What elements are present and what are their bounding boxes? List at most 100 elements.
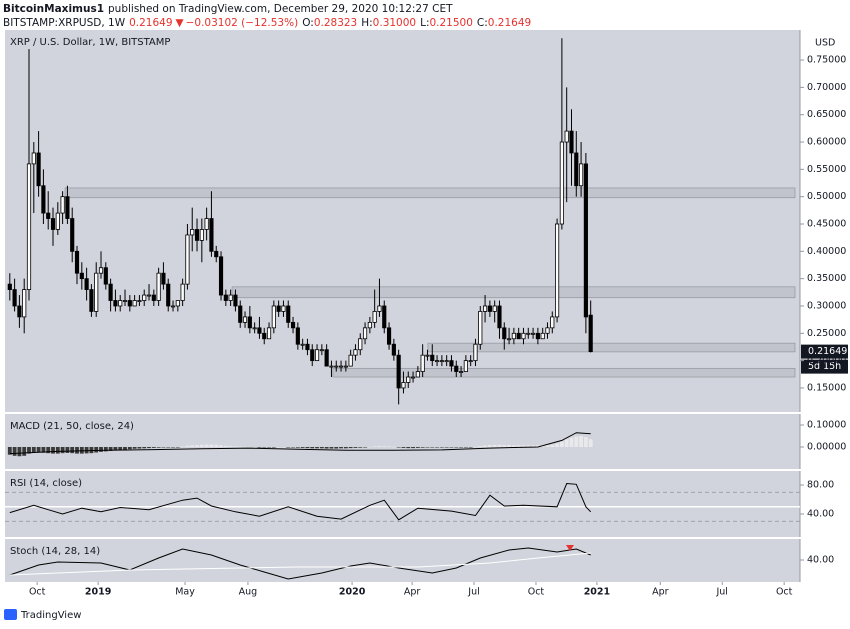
- x-tick-label: 2019: [85, 587, 111, 598]
- candle-body: [166, 283, 171, 307]
- histogram-bar: [147, 447, 151, 449]
- histogram-bar: [75, 447, 79, 454]
- histogram-bar: [300, 447, 305, 448]
- candle-body: [391, 343, 396, 356]
- histogram-bar: [99, 447, 103, 452]
- histogram-bar: [324, 447, 329, 449]
- histogram-bar: [420, 447, 425, 448]
- candle-body: [401, 382, 406, 389]
- histogram-bar: [377, 446, 382, 447]
- histogram-bar: [252, 447, 257, 448]
- panel-background: [5, 471, 800, 537]
- histogram-bar: [118, 447, 123, 451]
- close-label: C:: [477, 17, 488, 29]
- histogram-bar: [435, 447, 439, 448]
- candle-body: [286, 305, 291, 323]
- open-label: O:: [302, 17, 314, 29]
- histogram-bar: [449, 447, 454, 448]
- histogram-bar: [526, 445, 531, 447]
- histogram-bar: [108, 447, 113, 451]
- countdown-label: 5d 15h: [808, 361, 841, 372]
- histogram-bar: [497, 444, 502, 447]
- candle-body: [314, 349, 320, 362]
- candle-body: [319, 349, 324, 352]
- panel-background: [5, 414, 800, 469]
- candle-body: [46, 212, 51, 219]
- histogram-bar: [171, 447, 175, 448]
- candle-body: [271, 305, 276, 329]
- x-tick-label: Apr: [652, 587, 669, 598]
- y-axis-label: USD: [815, 38, 835, 49]
- zone: [332, 367, 796, 378]
- histogram-bar: [463, 447, 468, 448]
- close-value: 0.21649: [488, 17, 531, 29]
- histogram-bar: [411, 447, 415, 449]
- zone: [231, 286, 796, 299]
- histogram-bar: [123, 447, 127, 450]
- histogram-bar: [79, 447, 84, 454]
- price-badge-label: 0.21649: [808, 346, 847, 357]
- histogram-bar: [156, 447, 161, 448]
- histogram-bar: [151, 447, 156, 448]
- histogram-bar: [339, 447, 343, 449]
- histogram-bar: [535, 445, 540, 447]
- histogram-bar: [343, 447, 348, 449]
- histogram-bar: [574, 436, 579, 447]
- histogram-bar: [219, 445, 223, 447]
- candle-body: [132, 300, 137, 307]
- histogram-bar: [559, 441, 564, 447]
- candle-body: [127, 300, 132, 307]
- candle-body: [199, 229, 204, 241]
- candle-body: [247, 316, 252, 329]
- histogram-bar: [391, 446, 396, 448]
- candle-body: [305, 343, 310, 351]
- candle-body: [382, 305, 387, 329]
- histogram-bar: [247, 446, 252, 448]
- candle-body: [31, 152, 36, 165]
- candle-body: [526, 332, 531, 335]
- panel-title: XRP / U.S. Dollar, 1W, BITSTAMP: [10, 37, 170, 48]
- y-tick-label: 0.10000: [807, 420, 846, 431]
- candle-body: [310, 349, 315, 362]
- candle-body: [343, 365, 348, 368]
- candle-body: [238, 305, 243, 323]
- candle-body: [175, 300, 180, 307]
- time-axis-background: [0, 582, 850, 600]
- footer-logo: TradingView: [4, 609, 81, 621]
- candle-body: [74, 250, 80, 274]
- y-tick-label: 0.65000: [807, 109, 846, 120]
- candle-body: [41, 185, 46, 214]
- histogram-bar: [214, 444, 219, 447]
- candle-body: [161, 272, 166, 285]
- histogram-bar: [444, 447, 449, 448]
- candle-body: [430, 354, 435, 362]
- x-tick-label: Jul: [467, 587, 479, 598]
- histogram-bar: [41, 447, 46, 453]
- histogram-bar: [94, 447, 99, 453]
- logo-text: TradingView: [20, 610, 81, 621]
- candle-body: [103, 267, 108, 285]
- candle-body: [535, 332, 540, 340]
- histogram-bar: [286, 447, 291, 448]
- countdown-badge: [801, 359, 848, 374]
- histogram-bar: [531, 445, 535, 447]
- histogram-bar: [382, 446, 387, 447]
- histogram-bar: [507, 445, 511, 447]
- candle-body: [276, 305, 281, 312]
- histogram-bar: [478, 446, 483, 447]
- candle-body: [579, 163, 584, 187]
- author: BitcoinMaximus1: [3, 3, 104, 15]
- zone: [427, 342, 796, 353]
- candle-body: [94, 272, 99, 312]
- histogram-bar: [492, 444, 497, 447]
- x-tick-label: May: [175, 587, 195, 598]
- candle-body: [118, 300, 123, 307]
- candle-body: [98, 267, 104, 274]
- candle-body: [358, 338, 363, 351]
- candle-body: [70, 218, 75, 252]
- candle-body: [108, 283, 113, 301]
- candle-body: [353, 349, 358, 356]
- histogram-bar: [473, 446, 478, 448]
- candle-body: [257, 327, 262, 334]
